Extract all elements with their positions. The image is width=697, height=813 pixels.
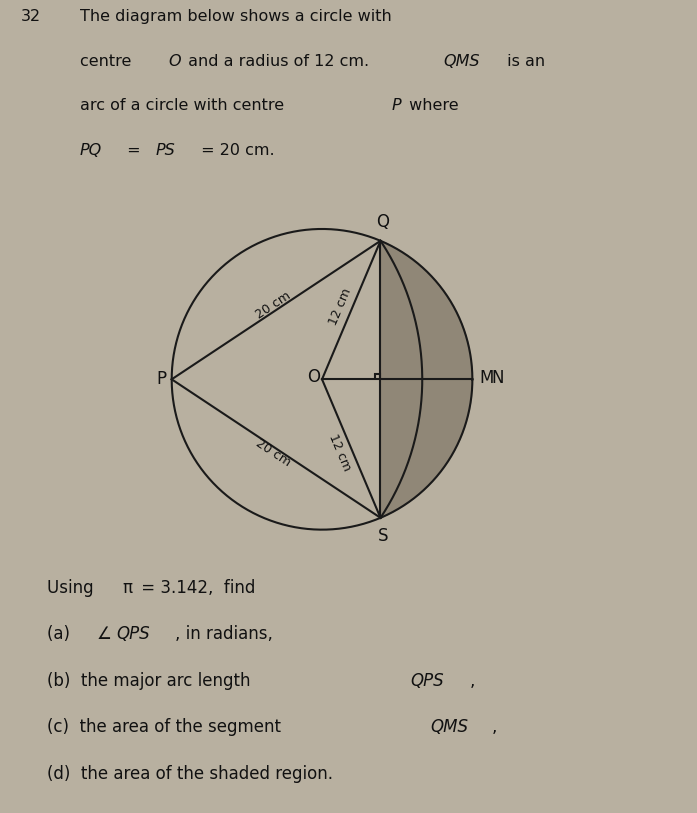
Polygon shape [381,241,473,518]
Text: = 3.142,  find: = 3.142, find [136,579,255,597]
Text: S: S [378,527,388,546]
Text: O: O [307,368,320,386]
Text: Q: Q [376,213,390,232]
Text: QMS: QMS [431,719,468,737]
Text: (c)  the area of the segment: (c) the area of the segment [47,719,286,737]
Text: (d)  the area of the shaded region.: (d) the area of the shaded region. [47,765,333,783]
Text: =: = [123,143,146,158]
Text: 12 cm: 12 cm [326,286,353,327]
Text: O: O [169,54,181,68]
Text: (b)  the major arc length: (b) the major arc length [47,672,256,690]
Text: 32: 32 [21,9,41,24]
Text: N: N [492,369,505,387]
Text: ,: , [470,672,475,690]
Text: M: M [480,369,493,387]
Text: , in radians,: , in radians, [175,625,273,643]
Text: QPS: QPS [116,625,150,643]
Text: π: π [123,579,132,597]
Text: arc of a circle with centre: arc of a circle with centre [80,98,289,113]
Text: 12 cm: 12 cm [326,432,353,472]
Text: 20 cm: 20 cm [253,289,293,322]
Text: 20 cm: 20 cm [253,437,293,469]
Text: ∠: ∠ [96,625,111,643]
Text: and a radius of 12 cm.: and a radius of 12 cm. [183,54,375,68]
Text: PS: PS [155,143,175,158]
Text: P: P [391,98,401,113]
Text: The diagram below shows a circle with: The diagram below shows a circle with [80,9,392,24]
Text: ,: , [491,719,497,737]
Text: = 20 cm.: = 20 cm. [197,143,275,158]
Text: centre: centre [80,54,137,68]
Text: QPS: QPS [411,672,445,690]
Text: where: where [404,98,459,113]
Text: Using: Using [47,579,99,597]
Text: P: P [157,370,167,389]
Text: (a): (a) [47,625,75,643]
Text: is an: is an [503,54,546,68]
Text: PQ: PQ [80,143,102,158]
Text: QMS: QMS [443,54,480,68]
